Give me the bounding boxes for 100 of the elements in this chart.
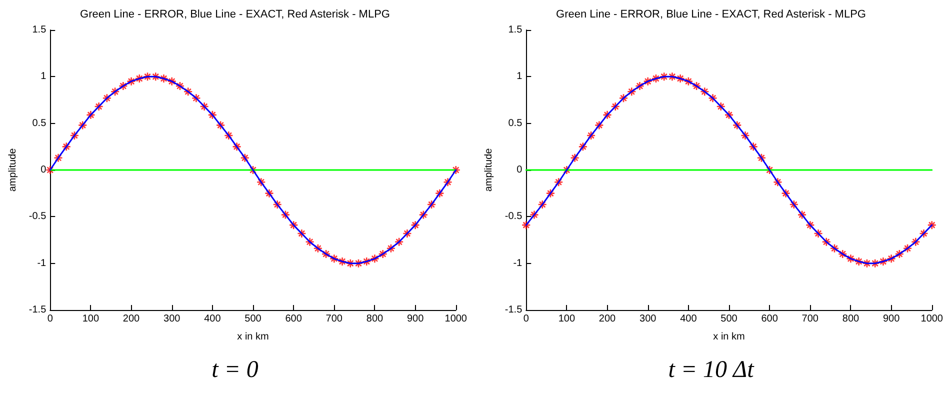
- point: [394, 237, 404, 247]
- y-tick-label: -1: [513, 258, 523, 269]
- point: [370, 254, 380, 264]
- point: [659, 72, 669, 82]
- x-tick-label: 1000: [920, 314, 944, 324]
- point: [272, 200, 282, 210]
- line-series: [49, 76, 457, 264]
- y-tick-label: 0.5: [508, 118, 523, 129]
- point: [142, 72, 152, 82]
- point: [684, 76, 694, 86]
- y-tick-label: -1.5: [28, 304, 47, 316]
- point: [626, 86, 636, 96]
- point: [610, 102, 620, 112]
- point: [451, 165, 461, 175]
- point: [110, 86, 120, 96]
- point: [216, 120, 226, 130]
- point: [70, 130, 80, 140]
- point: [643, 76, 653, 86]
- point: [313, 244, 323, 254]
- point: [910, 237, 920, 247]
- point: [676, 74, 685, 84]
- point: [546, 188, 556, 198]
- point: [692, 81, 702, 91]
- point: [521, 220, 531, 230]
- point: [159, 74, 168, 84]
- point: [724, 110, 734, 120]
- point: [822, 237, 832, 247]
- x-tick-label: 800: [842, 314, 860, 324]
- point: [668, 72, 677, 82]
- y-axis-title: amplitude: [484, 148, 494, 192]
- point: [434, 188, 444, 198]
- point: [224, 130, 234, 140]
- point: [797, 210, 807, 220]
- x-axis-title: x in km: [237, 332, 269, 342]
- point: [118, 81, 128, 91]
- point: [602, 110, 612, 120]
- point: [45, 165, 55, 175]
- x-tick-label: 400: [680, 314, 698, 324]
- point: [530, 210, 539, 220]
- point: [902, 244, 912, 254]
- x-tick-label: 300: [640, 314, 657, 324]
- point: [321, 249, 331, 259]
- point: [764, 165, 774, 175]
- point: [86, 110, 96, 120]
- point: [635, 81, 644, 91]
- y-tick-label: 0: [516, 164, 523, 176]
- point: [134, 74, 144, 84]
- point: [894, 249, 904, 259]
- y-tick-label: 0: [40, 164, 47, 176]
- x-tick-label: 700: [326, 314, 343, 324]
- point: [781, 188, 790, 198]
- point: [716, 102, 726, 112]
- point: [846, 254, 856, 264]
- x-tick-label: 800: [366, 314, 384, 324]
- x-tick-label: 900: [406, 314, 424, 324]
- point: [748, 142, 758, 152]
- point: [538, 200, 548, 210]
- x-tick-label: 200: [598, 314, 616, 324]
- point: [183, 86, 193, 96]
- point: [167, 76, 177, 86]
- x-tick-label: 500: [720, 314, 738, 324]
- x-tick-label: 100: [82, 314, 100, 324]
- point: [708, 93, 718, 103]
- point: [264, 188, 274, 198]
- point: [830, 244, 840, 254]
- x-tick-label: 400: [204, 314, 222, 324]
- point: [651, 74, 661, 84]
- x-tick-label: 600: [285, 314, 302, 324]
- point: [773, 177, 782, 187]
- y-tick-label: 1: [516, 71, 523, 82]
- point: [870, 258, 880, 268]
- point: [386, 244, 396, 254]
- y-tick-label: -1.5: [504, 304, 523, 316]
- y-tick-label: -0.5: [28, 211, 47, 222]
- point: [927, 220, 937, 230]
- point: [919, 228, 928, 238]
- x-tick-label: 1000: [444, 314, 468, 324]
- point: [256, 177, 266, 187]
- point: [886, 254, 896, 264]
- point: [78, 120, 88, 130]
- point: [94, 102, 104, 112]
- y-tick-label: 0.5: [32, 118, 47, 129]
- y-axis-title: amplitude: [8, 148, 18, 192]
- y-tick-label: 1.5: [508, 24, 523, 36]
- point: [740, 130, 750, 140]
- x-tick-label: 300: [164, 314, 181, 324]
- text: t = 0: [210, 356, 260, 385]
- x-tick-label: 600: [761, 314, 778, 324]
- point: [330, 254, 339, 264]
- y-tick-label: -0.5: [504, 211, 523, 222]
- y-tick-label: 1.5: [32, 24, 47, 36]
- point: [102, 93, 112, 103]
- point: [594, 120, 604, 130]
- x-tick-label: 900: [882, 314, 900, 324]
- point: [297, 228, 306, 238]
- point: [854, 256, 864, 266]
- point: [410, 220, 420, 230]
- point: [426, 200, 436, 210]
- point: [54, 153, 63, 163]
- point: [402, 228, 412, 238]
